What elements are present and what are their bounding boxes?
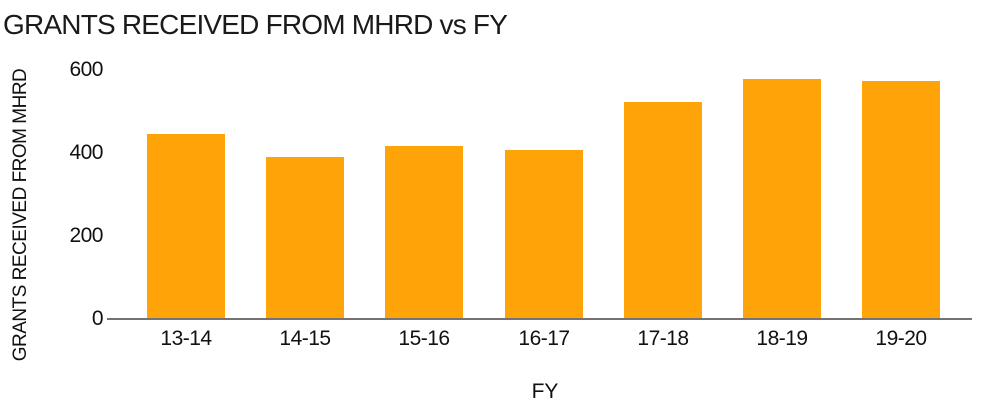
x-tick-13-14: 13-14 [160,327,212,350]
bar-15-16 [385,146,463,319]
y-tick-0: 0 [91,307,104,330]
x-axis-line [107,318,972,320]
chart-title: GRANTS RECEIVED FROM MHRD vs FY [3,9,508,40]
bar-14-15 [266,157,344,319]
y-tick-600: 600 [69,58,103,81]
x-tick-19-20: 19-20 [875,327,927,350]
x-axis-title: FY [531,380,559,403]
x-tick-14-15: 14-15 [279,327,331,350]
x-tick-18-19: 18-19 [756,327,808,350]
y-tick-400: 400 [69,141,103,164]
bar-16-17 [505,150,583,319]
bar-17-18 [624,102,702,319]
x-tick-16-17: 16-17 [518,327,570,350]
bar-13-14 [147,134,225,319]
x-tick-17-18: 17-18 [637,327,689,350]
bar-18-19 [743,79,821,319]
x-tick-15-16: 15-16 [398,327,450,350]
y-tick-200: 200 [69,224,103,247]
bar-19-20 [862,81,940,319]
